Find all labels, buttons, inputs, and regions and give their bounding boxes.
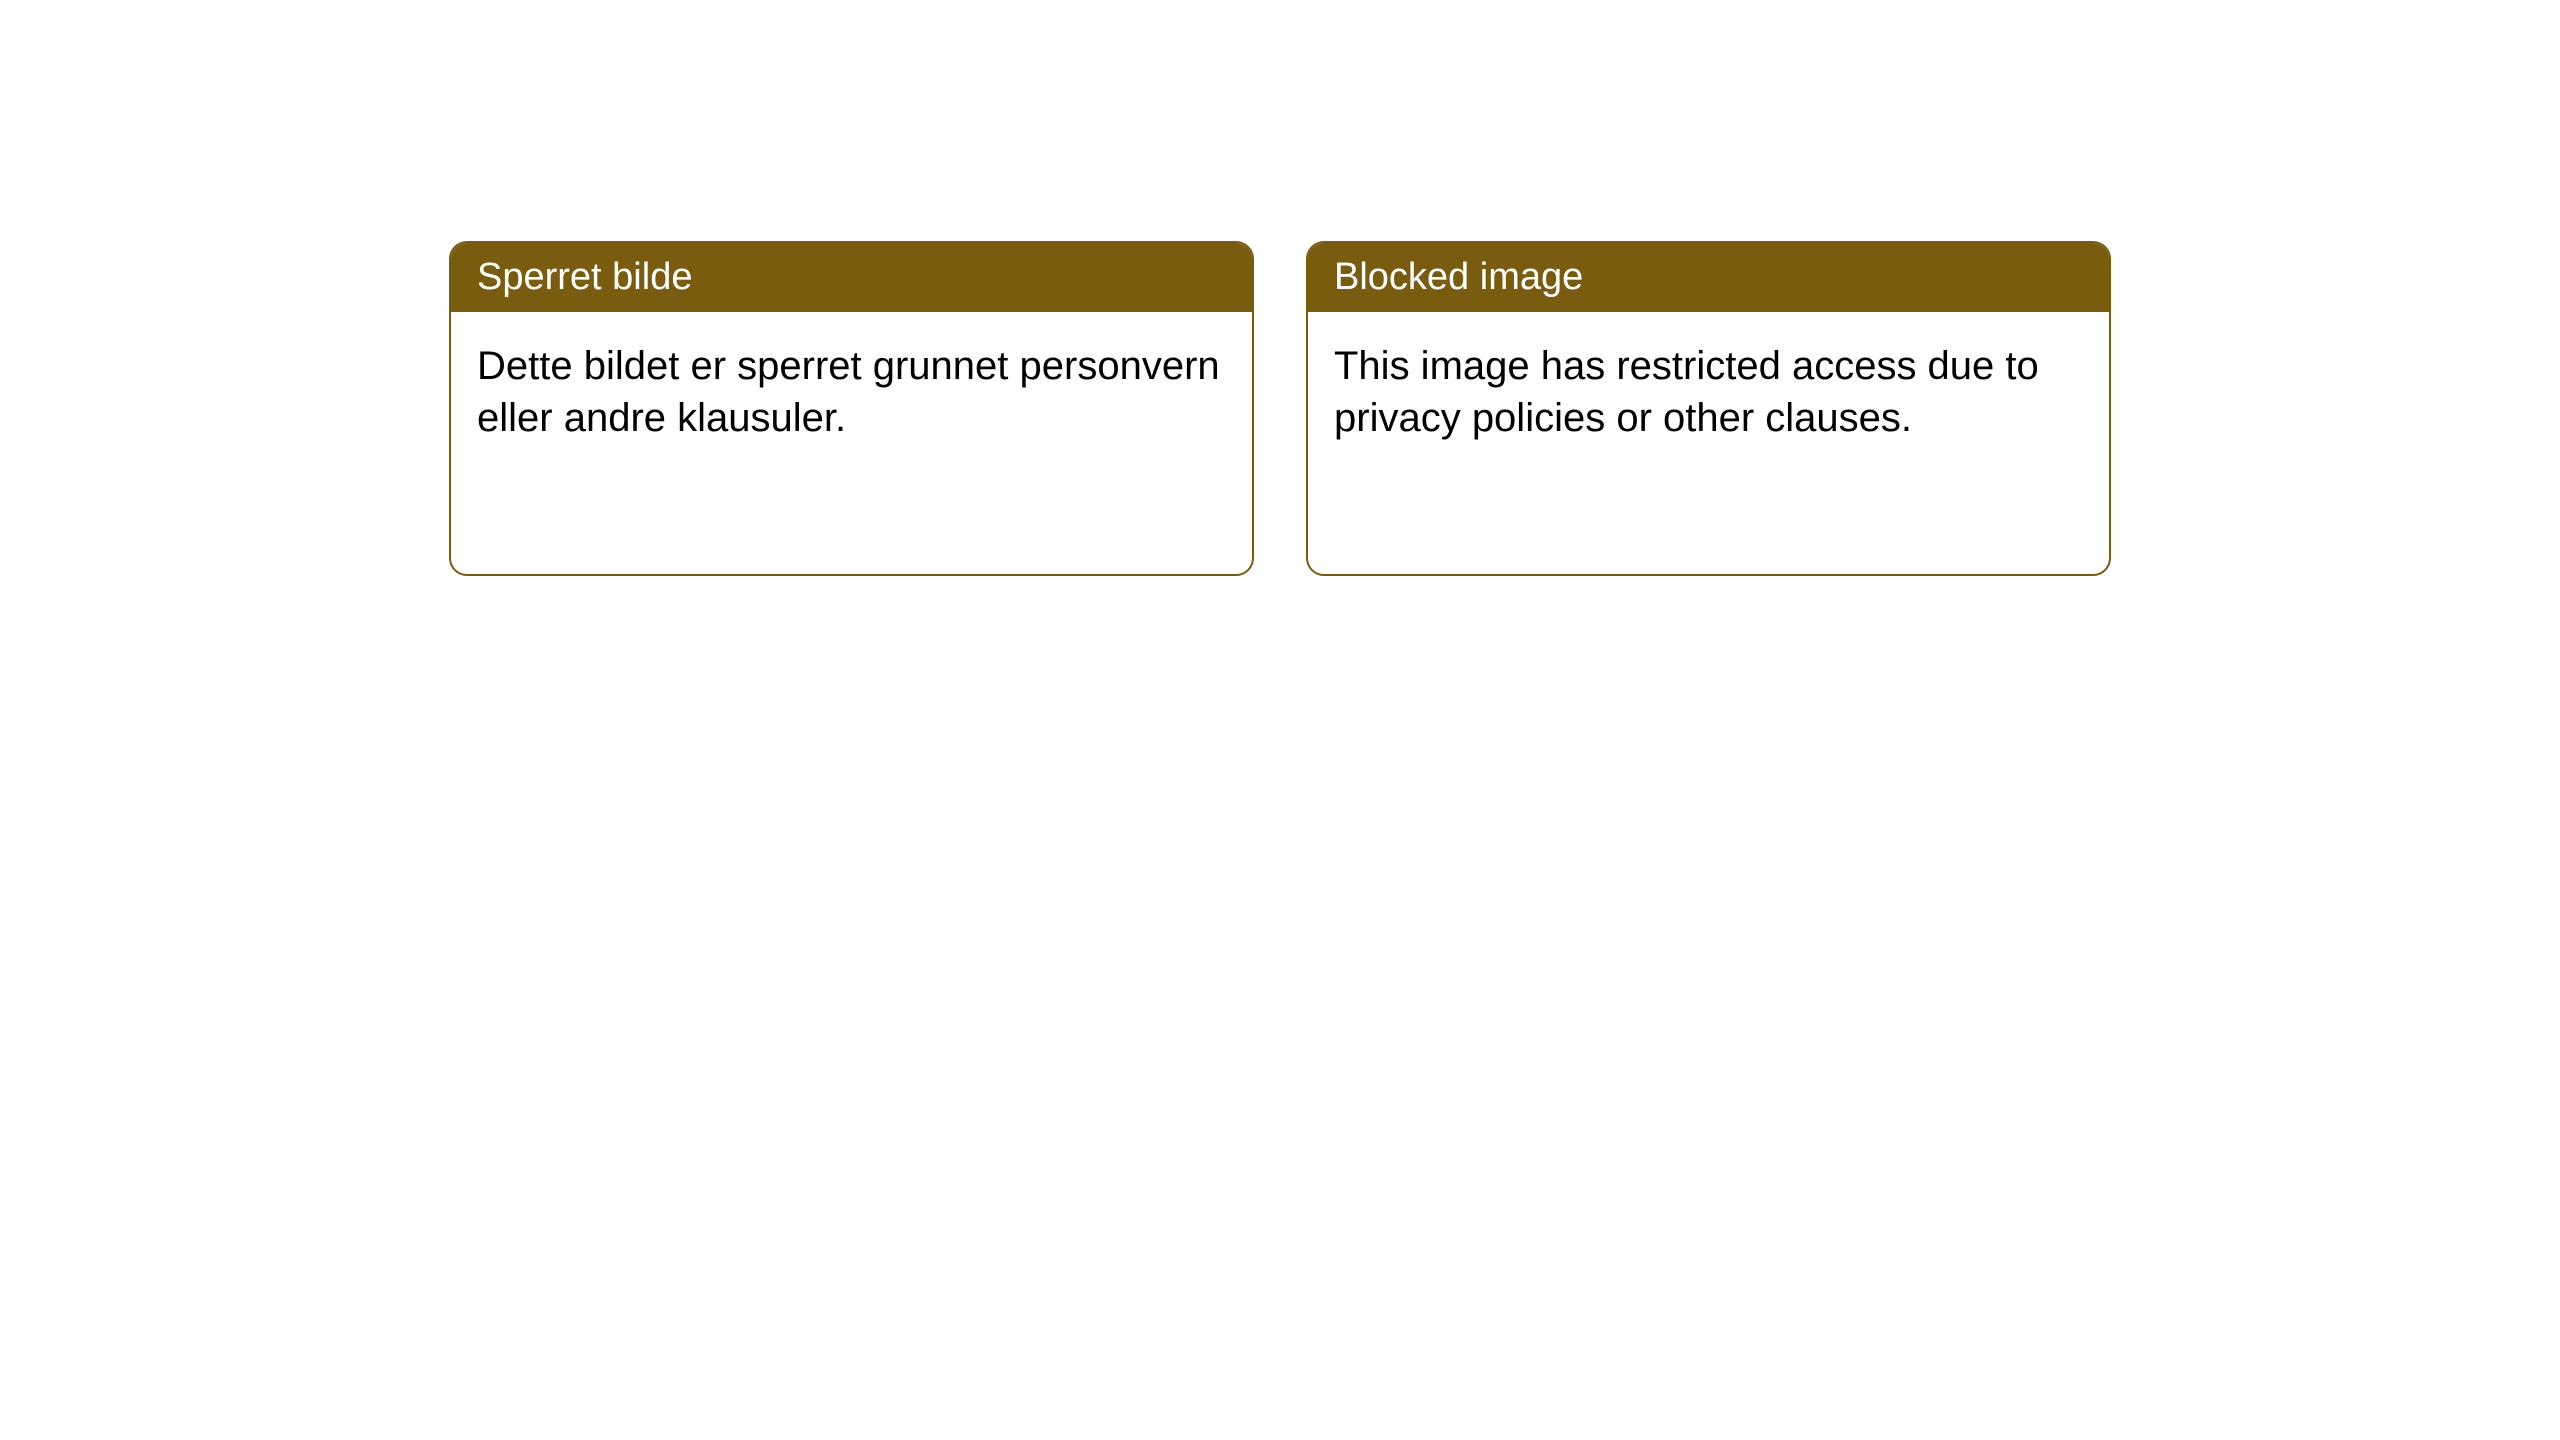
notice-text: This image has restricted access due to … xyxy=(1334,344,2039,440)
notice-body: This image has restricted access due to … xyxy=(1308,312,2109,472)
notice-card-norwegian: Sperret bilde Dette bildet er sperret gr… xyxy=(449,241,1254,576)
notice-body: Dette bildet er sperret grunnet personve… xyxy=(451,312,1252,472)
notice-title: Sperret bilde xyxy=(477,256,692,298)
notice-container: Sperret bilde Dette bildet er sperret gr… xyxy=(449,241,2111,576)
notice-header: Sperret bilde xyxy=(451,243,1252,312)
notice-title: Blocked image xyxy=(1334,256,1583,298)
notice-header: Blocked image xyxy=(1308,243,2109,312)
notice-text: Dette bildet er sperret grunnet personve… xyxy=(477,344,1220,440)
notice-card-english: Blocked image This image has restricted … xyxy=(1306,241,2111,576)
